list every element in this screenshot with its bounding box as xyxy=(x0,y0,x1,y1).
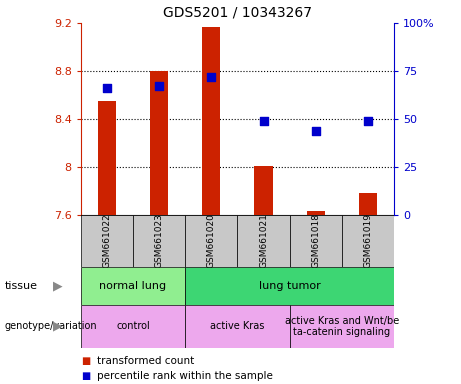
Text: normal lung: normal lung xyxy=(100,281,166,291)
Title: GDS5201 / 10343267: GDS5201 / 10343267 xyxy=(163,5,312,19)
Point xyxy=(155,83,163,89)
Bar xyxy=(359,194,377,215)
Text: GSM661021: GSM661021 xyxy=(259,214,268,268)
Bar xyxy=(150,71,168,215)
Text: ▶: ▶ xyxy=(53,280,62,293)
Bar xyxy=(254,166,272,215)
Text: ▶: ▶ xyxy=(53,320,62,333)
Bar xyxy=(98,101,116,215)
Bar xyxy=(81,215,133,267)
Bar xyxy=(237,215,290,267)
Text: percentile rank within the sample: percentile rank within the sample xyxy=(97,371,273,381)
Bar xyxy=(81,267,185,305)
Point xyxy=(207,74,215,80)
Bar xyxy=(185,267,394,305)
Bar xyxy=(185,305,290,348)
Text: genotype/variation: genotype/variation xyxy=(5,321,97,331)
Bar xyxy=(202,26,220,215)
Text: GSM661019: GSM661019 xyxy=(364,214,372,268)
Point xyxy=(103,85,111,91)
Text: GSM661023: GSM661023 xyxy=(154,214,164,268)
Text: tissue: tissue xyxy=(5,281,38,291)
Point xyxy=(312,127,319,134)
Text: ■: ■ xyxy=(81,356,90,366)
Point xyxy=(260,118,267,124)
Text: GSM661022: GSM661022 xyxy=(102,214,111,268)
Bar xyxy=(133,215,185,267)
Text: active Kras: active Kras xyxy=(210,321,265,331)
Bar xyxy=(307,212,325,215)
Text: control: control xyxy=(116,321,150,331)
Bar xyxy=(81,305,185,348)
Bar xyxy=(290,305,394,348)
Text: GSM661020: GSM661020 xyxy=(207,214,216,268)
Text: ■: ■ xyxy=(81,371,90,381)
Bar xyxy=(290,215,342,267)
Text: active Kras and Wnt/be
ta-catenin signaling: active Kras and Wnt/be ta-catenin signal… xyxy=(285,316,399,337)
Text: transformed count: transformed count xyxy=(97,356,194,366)
Text: lung tumor: lung tumor xyxy=(259,281,320,291)
Bar xyxy=(185,215,237,267)
Point xyxy=(364,118,372,124)
Text: GSM661018: GSM661018 xyxy=(311,214,320,268)
Bar xyxy=(342,215,394,267)
